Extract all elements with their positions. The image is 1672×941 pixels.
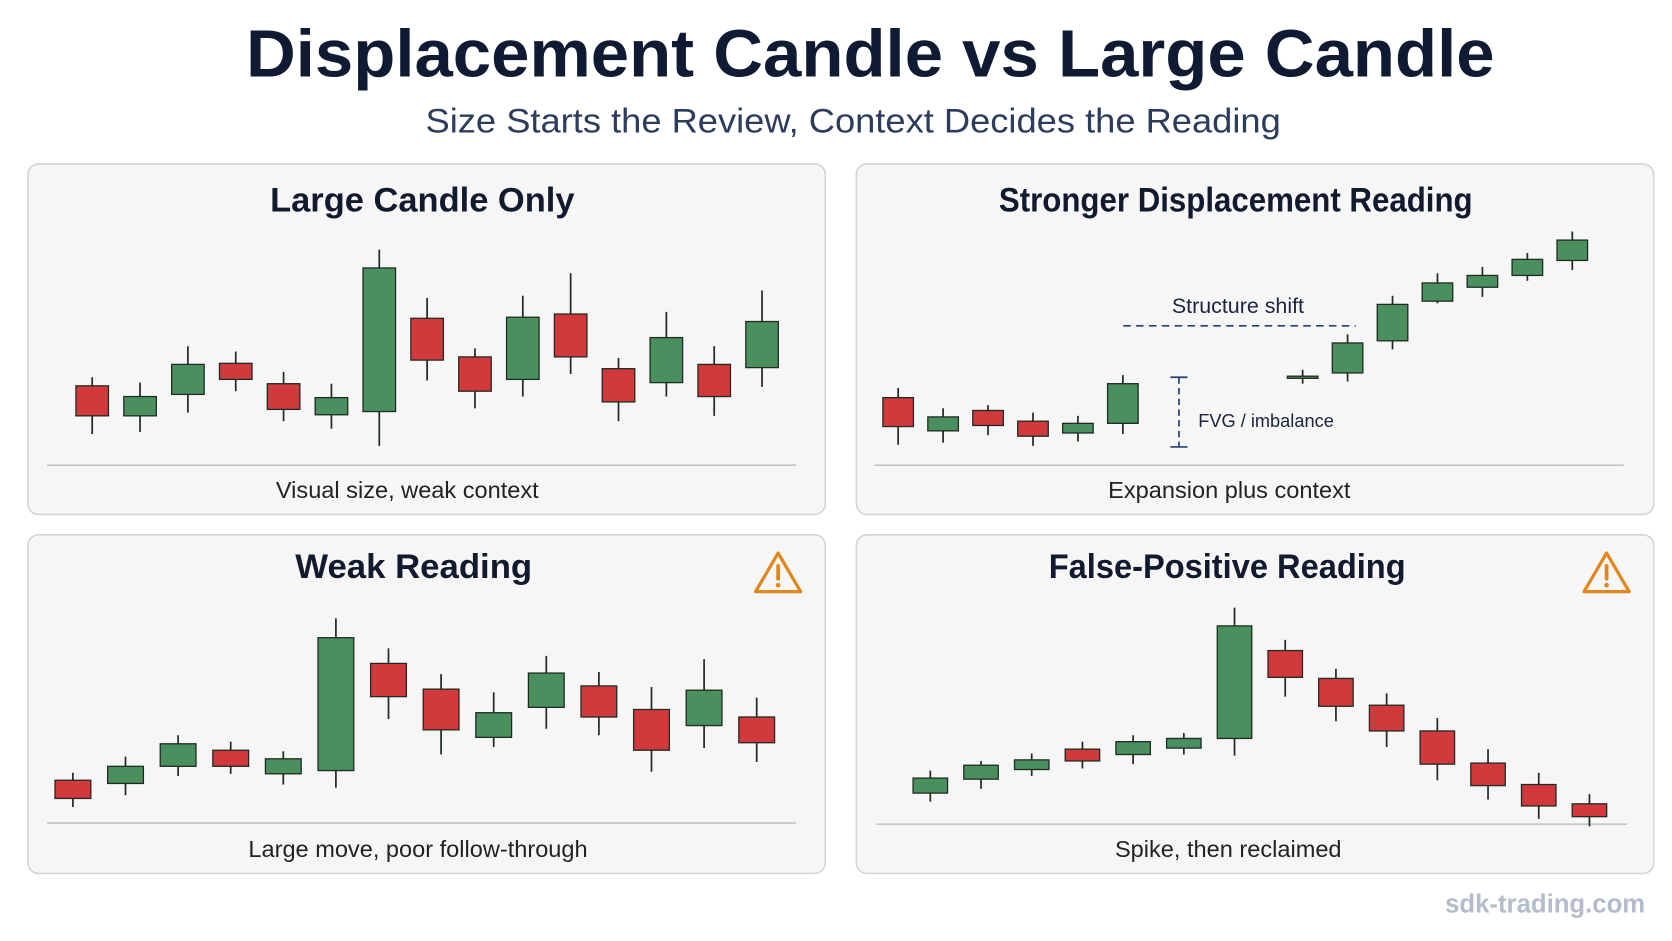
candle-body [632,708,671,751]
candle-body [362,267,397,413]
candle-body [1470,762,1506,787]
panel [855,163,1655,516]
warning-icon [754,551,803,594]
candle-body [212,749,250,767]
annotation: FVG / imbalance [1198,411,1334,431]
main-title: Displacement Candle vs Large Candle [246,17,1495,91]
candle-body [505,316,540,381]
candle-body [1571,803,1608,818]
candle-body [1331,342,1364,374]
candle-body [1267,649,1304,678]
candle-body [1106,383,1139,424]
candle-body [1511,258,1544,277]
candle-body [54,779,92,800]
candle-body [738,716,776,744]
candle-body [927,416,960,432]
warning-icon [1582,551,1631,594]
subtitle: Size Starts the Review, Context Decides … [426,102,1281,140]
candle-body [410,317,445,361]
candle-body [745,320,779,369]
candle-body [1286,375,1319,379]
panel-caption: Expansion plus context [1108,477,1351,503]
candle-body [1376,303,1409,342]
warning-icon [1604,582,1609,588]
candle-body [123,395,157,417]
panel-caption: Large move, poor follow-through [248,836,587,862]
candle-body [601,368,636,403]
panel-caption: Visual size, weak context [276,477,539,503]
candle-body [1466,274,1499,288]
candle-body [912,777,949,794]
candle-body [314,396,349,416]
annotation: Structure shift [1172,294,1304,318]
panel-title: False-Positive Reading [1049,548,1406,586]
candle-body [972,409,1004,427]
candle-body [317,637,355,772]
candle-body [527,672,565,709]
candle-body [266,383,301,411]
panel-title: Large Candle Only [270,182,574,220]
candle-body [1421,282,1454,302]
panel-title: Weak Reading [295,548,532,586]
candle-body [218,362,253,381]
candle-body [369,662,408,698]
warning-icon [775,582,781,588]
candle-body [580,685,618,718]
candle-body [963,764,999,780]
candle-body [170,363,205,396]
candle-body [882,396,915,428]
candle-body [458,356,492,392]
candle-body [1062,422,1094,434]
candle-body [159,743,197,767]
panel-title: Stronger Displacement Reading [999,182,1473,220]
candle-body [1064,748,1101,762]
candle-body [422,688,460,731]
candle-body [697,363,732,398]
panel-caption: Spike, then reclaimed [1115,836,1342,862]
candle-body [1115,741,1152,756]
candle-body [1520,783,1557,807]
candle-body [264,758,302,775]
candle-body [475,712,513,739]
candle-body [1368,704,1405,732]
candle-body [1419,730,1456,765]
candle-body [685,689,723,727]
candle-body [1165,737,1202,749]
candle-body [553,313,588,358]
candle-body [75,385,110,417]
candle-body [1017,420,1049,437]
panel [855,534,1655,875]
candle-body [106,765,145,785]
candle-body [1216,625,1253,740]
candle-body [1013,759,1050,771]
candle-body [1556,239,1589,262]
footer: sdk-trading.com [1445,890,1645,918]
candle-body [649,336,684,384]
candle-body [1318,677,1354,707]
